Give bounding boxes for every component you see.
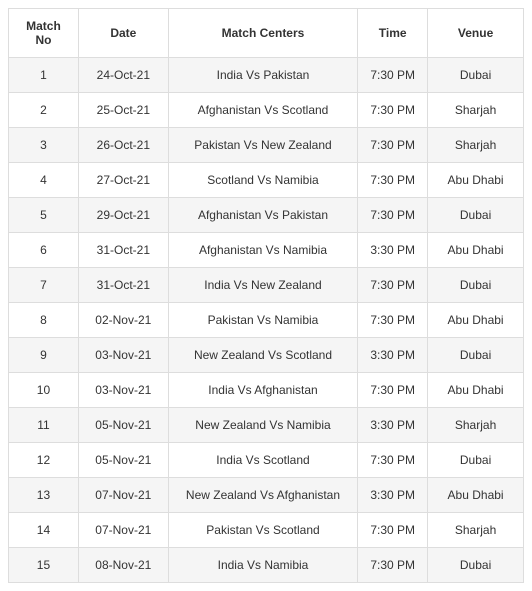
table-cell: 7:30 PM	[358, 373, 428, 408]
table-row: 1003-Nov-21India Vs Afghanistan7:30 PMAb…	[9, 373, 524, 408]
table-row: 124-Oct-21India Vs Pakistan7:30 PMDubai	[9, 58, 524, 93]
table-cell: Dubai	[428, 548, 524, 583]
table-row: 225-Oct-21Afghanistan Vs Scotland7:30 PM…	[9, 93, 524, 128]
table-cell: Sharjah	[428, 513, 524, 548]
table-cell: 5	[9, 198, 79, 233]
table-cell: 7:30 PM	[358, 163, 428, 198]
table-cell: 29-Oct-21	[78, 198, 168, 233]
table-cell: 13	[9, 478, 79, 513]
table-cell: Dubai	[428, 443, 524, 478]
table-cell: New Zealand Vs Namibia	[168, 408, 358, 443]
table-cell: Afghanistan Vs Scotland	[168, 93, 358, 128]
table-cell: India Vs Afghanistan	[168, 373, 358, 408]
table-cell: 27-Oct-21	[78, 163, 168, 198]
schedule-table: Match NoDateMatch CentersTimeVenue 124-O…	[8, 8, 524, 583]
column-header: Match No	[9, 9, 79, 58]
table-cell: 24-Oct-21	[78, 58, 168, 93]
table-cell: 15	[9, 548, 79, 583]
table-cell: 7:30 PM	[358, 128, 428, 163]
table-cell: New Zealand Vs Afghanistan	[168, 478, 358, 513]
table-row: 427-Oct-21Scotland Vs Namibia7:30 PMAbu …	[9, 163, 524, 198]
table-cell: 7:30 PM	[358, 198, 428, 233]
table-cell: Dubai	[428, 268, 524, 303]
table-cell: Abu Dhabi	[428, 233, 524, 268]
table-cell: 7:30 PM	[358, 93, 428, 128]
table-cell: Abu Dhabi	[428, 373, 524, 408]
table-cell: 10	[9, 373, 79, 408]
table-cell: Dubai	[428, 198, 524, 233]
table-cell: 3:30 PM	[358, 338, 428, 373]
table-cell: 8	[9, 303, 79, 338]
table-cell: 25-Oct-21	[78, 93, 168, 128]
table-cell: Sharjah	[428, 408, 524, 443]
table-row: 1205-Nov-21India Vs Scotland7:30 PMDubai	[9, 443, 524, 478]
table-cell: Sharjah	[428, 93, 524, 128]
table-cell: India Vs Pakistan	[168, 58, 358, 93]
table-cell: 2	[9, 93, 79, 128]
table-row: 731-Oct-21India Vs New Zealand7:30 PMDub…	[9, 268, 524, 303]
table-cell: Pakistan Vs Namibia	[168, 303, 358, 338]
table-cell: Scotland Vs Namibia	[168, 163, 358, 198]
table-cell: 7:30 PM	[358, 443, 428, 478]
table-cell: Afghanistan Vs Pakistan	[168, 198, 358, 233]
table-cell: 31-Oct-21	[78, 233, 168, 268]
table-cell: 31-Oct-21	[78, 268, 168, 303]
table-cell: 7:30 PM	[358, 513, 428, 548]
table-cell: 03-Nov-21	[78, 338, 168, 373]
table-row: 631-Oct-21Afghanistan Vs Namibia3:30 PMA…	[9, 233, 524, 268]
table-cell: Afghanistan Vs Namibia	[168, 233, 358, 268]
table-cell: 12	[9, 443, 79, 478]
table-row: 1307-Nov-21New Zealand Vs Afghanistan3:3…	[9, 478, 524, 513]
table-cell: 3:30 PM	[358, 408, 428, 443]
table-cell: Abu Dhabi	[428, 303, 524, 338]
table-cell: Pakistan Vs Scotland	[168, 513, 358, 548]
table-cell: 02-Nov-21	[78, 303, 168, 338]
table-cell: 7:30 PM	[358, 58, 428, 93]
table-cell: 05-Nov-21	[78, 443, 168, 478]
table-cell: 3	[9, 128, 79, 163]
table-cell: Dubai	[428, 338, 524, 373]
table-header-row: Match NoDateMatch CentersTimeVenue	[9, 9, 524, 58]
table-cell: India Vs Scotland	[168, 443, 358, 478]
table-row: 1105-Nov-21New Zealand Vs Namibia3:30 PM…	[9, 408, 524, 443]
table-row: 802-Nov-21Pakistan Vs Namibia7:30 PMAbu …	[9, 303, 524, 338]
table-cell: 7:30 PM	[358, 548, 428, 583]
table-cell: 05-Nov-21	[78, 408, 168, 443]
table-cell: Abu Dhabi	[428, 163, 524, 198]
table-cell: 11	[9, 408, 79, 443]
table-cell: 3:30 PM	[358, 478, 428, 513]
table-cell: Dubai	[428, 58, 524, 93]
table-row: 1508-Nov-21India Vs Namibia7:30 PMDubai	[9, 548, 524, 583]
table-row: 326-Oct-21Pakistan Vs New Zealand7:30 PM…	[9, 128, 524, 163]
table-cell: 1	[9, 58, 79, 93]
table-cell: 14	[9, 513, 79, 548]
table-cell: 9	[9, 338, 79, 373]
table-cell: 6	[9, 233, 79, 268]
table-cell: India Vs New Zealand	[168, 268, 358, 303]
table-cell: 26-Oct-21	[78, 128, 168, 163]
column-header: Time	[358, 9, 428, 58]
table-cell: 3:30 PM	[358, 233, 428, 268]
table-row: 903-Nov-21New Zealand Vs Scotland3:30 PM…	[9, 338, 524, 373]
table-cell: 7:30 PM	[358, 268, 428, 303]
column-header: Venue	[428, 9, 524, 58]
column-header: Match Centers	[168, 9, 358, 58]
table-cell: 07-Nov-21	[78, 478, 168, 513]
table-cell: 03-Nov-21	[78, 373, 168, 408]
table-cell: 07-Nov-21	[78, 513, 168, 548]
table-cell: 7:30 PM	[358, 303, 428, 338]
table-row: 1407-Nov-21Pakistan Vs Scotland7:30 PMSh…	[9, 513, 524, 548]
table-cell: 08-Nov-21	[78, 548, 168, 583]
table-cell: Abu Dhabi	[428, 478, 524, 513]
table-row: 529-Oct-21Afghanistan Vs Pakistan7:30 PM…	[9, 198, 524, 233]
table-cell: Sharjah	[428, 128, 524, 163]
table-cell: 7	[9, 268, 79, 303]
table-cell: India Vs Namibia	[168, 548, 358, 583]
table-cell: 4	[9, 163, 79, 198]
table-cell: Pakistan Vs New Zealand	[168, 128, 358, 163]
table-cell: New Zealand Vs Scotland	[168, 338, 358, 373]
column-header: Date	[78, 9, 168, 58]
